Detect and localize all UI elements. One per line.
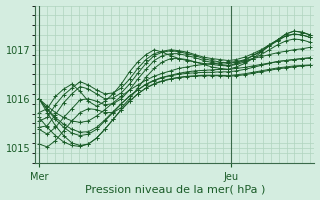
X-axis label: Pression niveau de la mer( hPa ): Pression niveau de la mer( hPa ) [84, 184, 265, 194]
